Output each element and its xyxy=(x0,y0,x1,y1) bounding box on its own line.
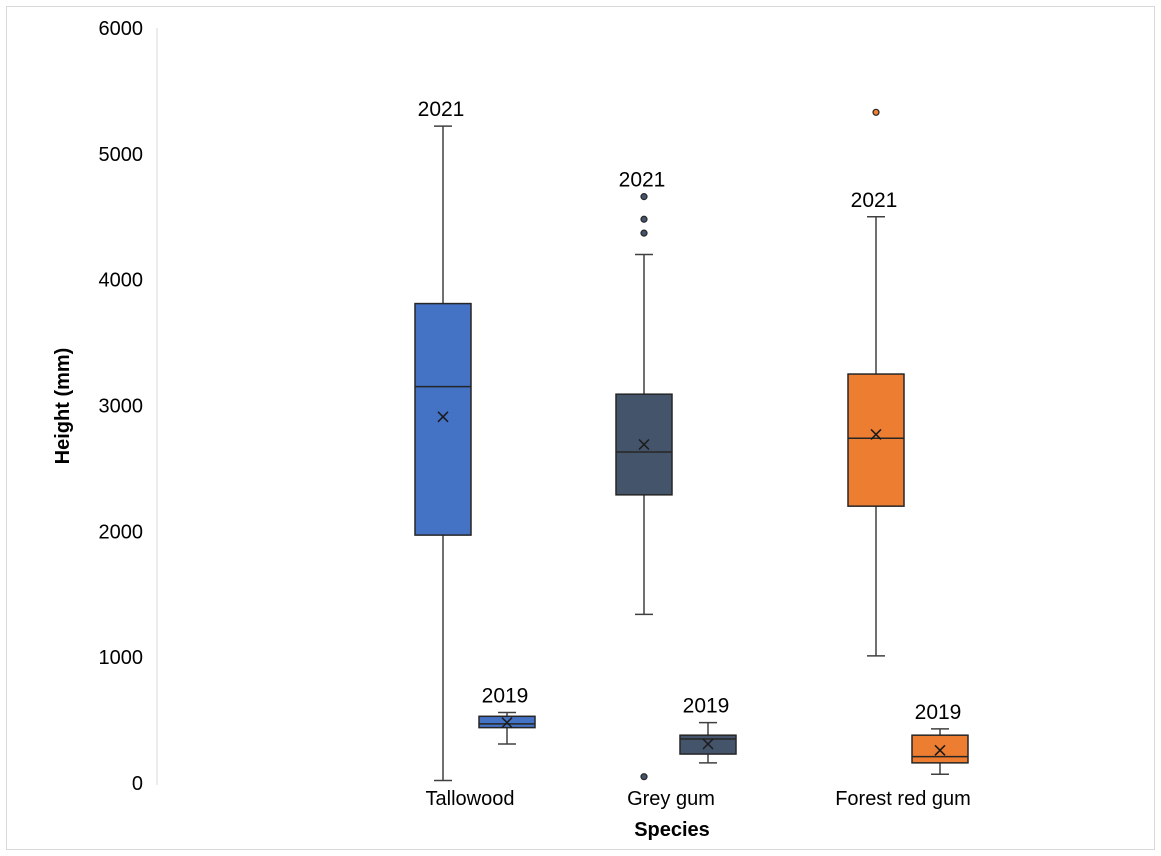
outlier-point xyxy=(640,229,648,237)
year-label: 2019 xyxy=(915,701,962,724)
outlier-point xyxy=(640,193,648,201)
mean-marker-stroke xyxy=(437,411,449,423)
mean-marker xyxy=(870,428,882,440)
y-tick-label: 6000 xyxy=(99,18,144,40)
mean-marker xyxy=(702,738,714,750)
x-tick-label: Grey gum xyxy=(627,788,715,810)
x-tick-label: Tallowood xyxy=(426,788,515,810)
y-tick-label: 0 xyxy=(132,773,143,795)
mean-marker xyxy=(934,744,946,756)
box-iqr xyxy=(615,393,673,496)
outlier-point xyxy=(640,215,648,223)
mean-marker xyxy=(437,411,449,423)
y-tick-label: 4000 xyxy=(99,270,144,292)
y-tick-label: 2000 xyxy=(99,521,144,543)
mean-marker-stroke xyxy=(638,438,650,451)
outlier-point xyxy=(640,773,648,781)
box-forest-red-gum-2019: 2019 xyxy=(911,701,969,775)
box-iqr xyxy=(911,734,969,764)
box-grey-gum-2021: 2021 xyxy=(615,169,673,781)
year-label: 2021 xyxy=(619,169,666,192)
x-axis-title: Species xyxy=(634,819,710,841)
year-label: 2019 xyxy=(482,685,529,708)
chart-border xyxy=(6,6,1155,850)
mean-marker xyxy=(501,717,513,729)
box-tallowood-2021: 2021 xyxy=(414,98,472,782)
box-grey-gum-2019: 2019 xyxy=(679,695,737,764)
mean-marker xyxy=(638,438,650,451)
box-series: 2021 2019 2021 2019 2021 2019 xyxy=(414,98,969,782)
y-tick-label: 5000 xyxy=(99,144,144,166)
box-iqr xyxy=(414,302,472,536)
year-label: 2021 xyxy=(851,189,898,212)
mean-marker-stroke xyxy=(870,428,882,440)
x-tick-label: Forest red gum xyxy=(835,788,971,810)
year-label: 2019 xyxy=(683,695,730,718)
box-iqr xyxy=(847,373,905,507)
year-label: 2021 xyxy=(418,98,465,121)
x-tick-labels: Tallowood Grey gum Forest red gum xyxy=(426,788,971,810)
box-forest-red-gum-2021: 2021 xyxy=(847,108,905,657)
box-tallowood-2019: 2019 xyxy=(478,685,536,745)
y-tick-label: 3000 xyxy=(99,396,144,418)
y-axis-title: Height (mm) xyxy=(52,348,74,465)
mean-marker-stroke xyxy=(702,738,714,750)
outlier-point xyxy=(872,108,880,116)
mean-marker-stroke xyxy=(501,717,513,729)
y-tick-labels: 0 1000 2000 3000 4000 5000 6000 xyxy=(99,18,144,795)
mean-marker-stroke xyxy=(934,744,946,756)
y-tick-label: 1000 xyxy=(99,647,144,669)
